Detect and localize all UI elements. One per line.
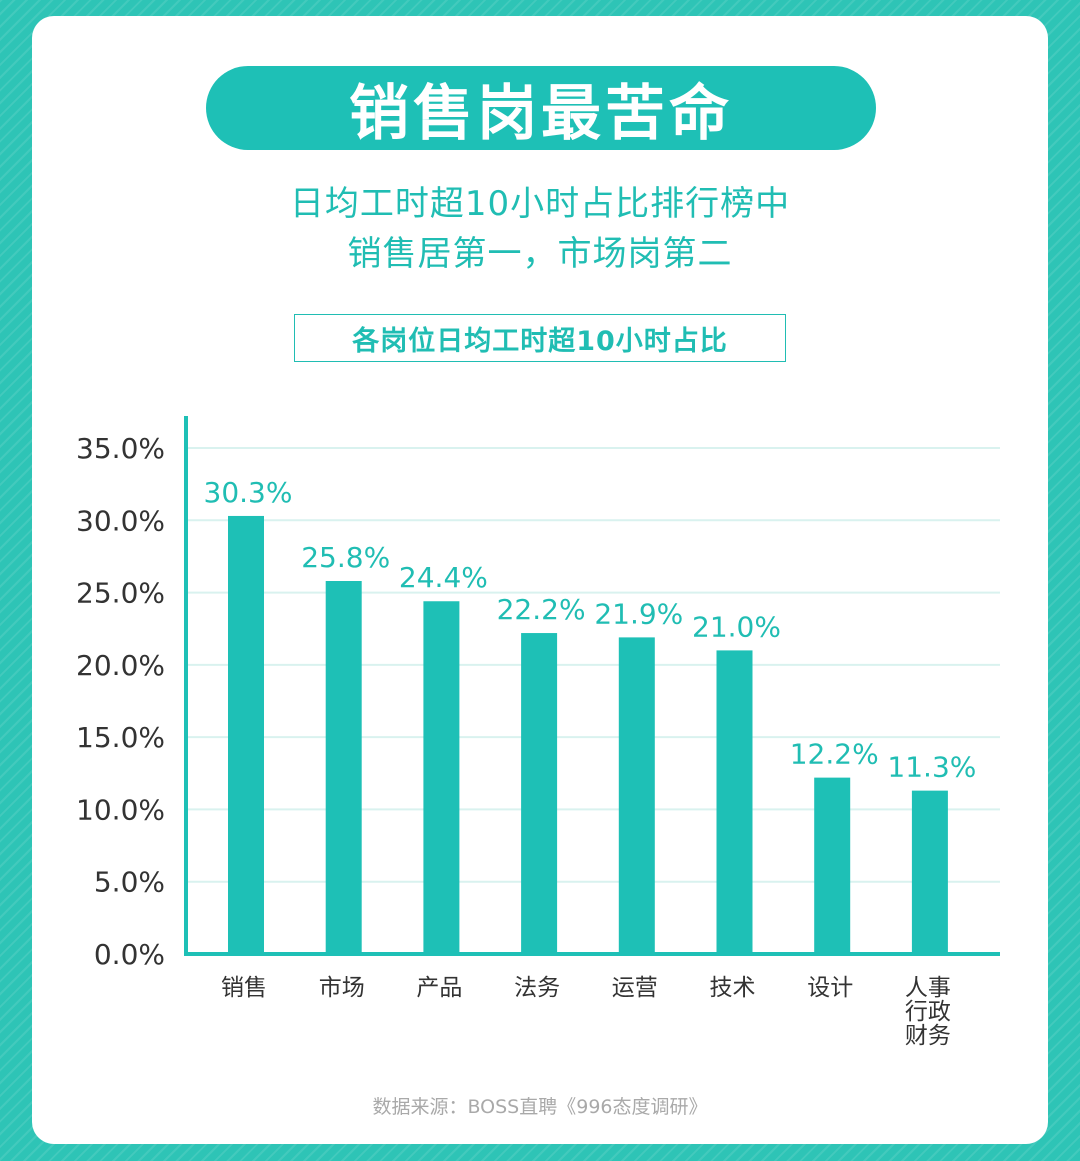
subtitle-line-2: 销售居第一，市场岗第二 xyxy=(347,234,733,274)
x-tick-label: 人事行政财务 xyxy=(905,975,951,1049)
bar xyxy=(228,515,264,954)
x-tick-label: 设计 xyxy=(807,975,853,1001)
data-label: 21.0% xyxy=(692,610,781,643)
y-tick-label: 35.0% xyxy=(76,432,165,465)
bar xyxy=(423,601,460,954)
bar xyxy=(325,581,362,954)
chart-title: 各岗位日均工时超10小时占比 xyxy=(352,325,728,357)
data-label: 24.4% xyxy=(399,561,488,594)
bar xyxy=(521,633,558,954)
x-tick-label: 运营 xyxy=(612,975,658,1001)
page-title: 销售岗最苦命 xyxy=(349,78,733,149)
bar xyxy=(716,650,753,954)
data-label: 11.3% xyxy=(887,751,976,784)
x-tick-label: 法务 xyxy=(514,975,560,1001)
chart-title-box: 各岗位日均工时超10小时占比 xyxy=(294,314,786,362)
bar xyxy=(911,790,948,954)
y-tick-label: 30.0% xyxy=(76,504,165,537)
data-label: 22.2% xyxy=(497,593,586,626)
x-tick-label: 市场 xyxy=(319,975,365,1001)
title-banner: 销售岗最苦命 xyxy=(206,66,876,150)
y-tick-label: 10.0% xyxy=(76,793,165,826)
subtitle-line-1: 日均工时超10小时占比排行榜中 xyxy=(289,184,791,224)
x-tick-label: 销售 xyxy=(221,975,267,1001)
y-tick-label: 0.0% xyxy=(94,938,165,971)
y-tick-label: 15.0% xyxy=(76,721,165,754)
data-label: 12.2% xyxy=(790,738,879,771)
data-label: 21.9% xyxy=(594,597,683,630)
y-tick-label: 5.0% xyxy=(94,866,165,899)
bar xyxy=(618,637,655,954)
y-tick-label: 20.0% xyxy=(76,649,165,682)
y-tick-label: 25.0% xyxy=(76,577,165,610)
data-label: 25.8% xyxy=(301,541,390,574)
data-label: 30.3% xyxy=(204,476,293,509)
source-note: 数据来源：BOSS直聘《996态度调研》 xyxy=(372,1096,708,1118)
bar xyxy=(814,777,851,954)
x-tick-label: 技术 xyxy=(710,975,756,1001)
x-tick-label: 产品 xyxy=(416,975,462,1001)
